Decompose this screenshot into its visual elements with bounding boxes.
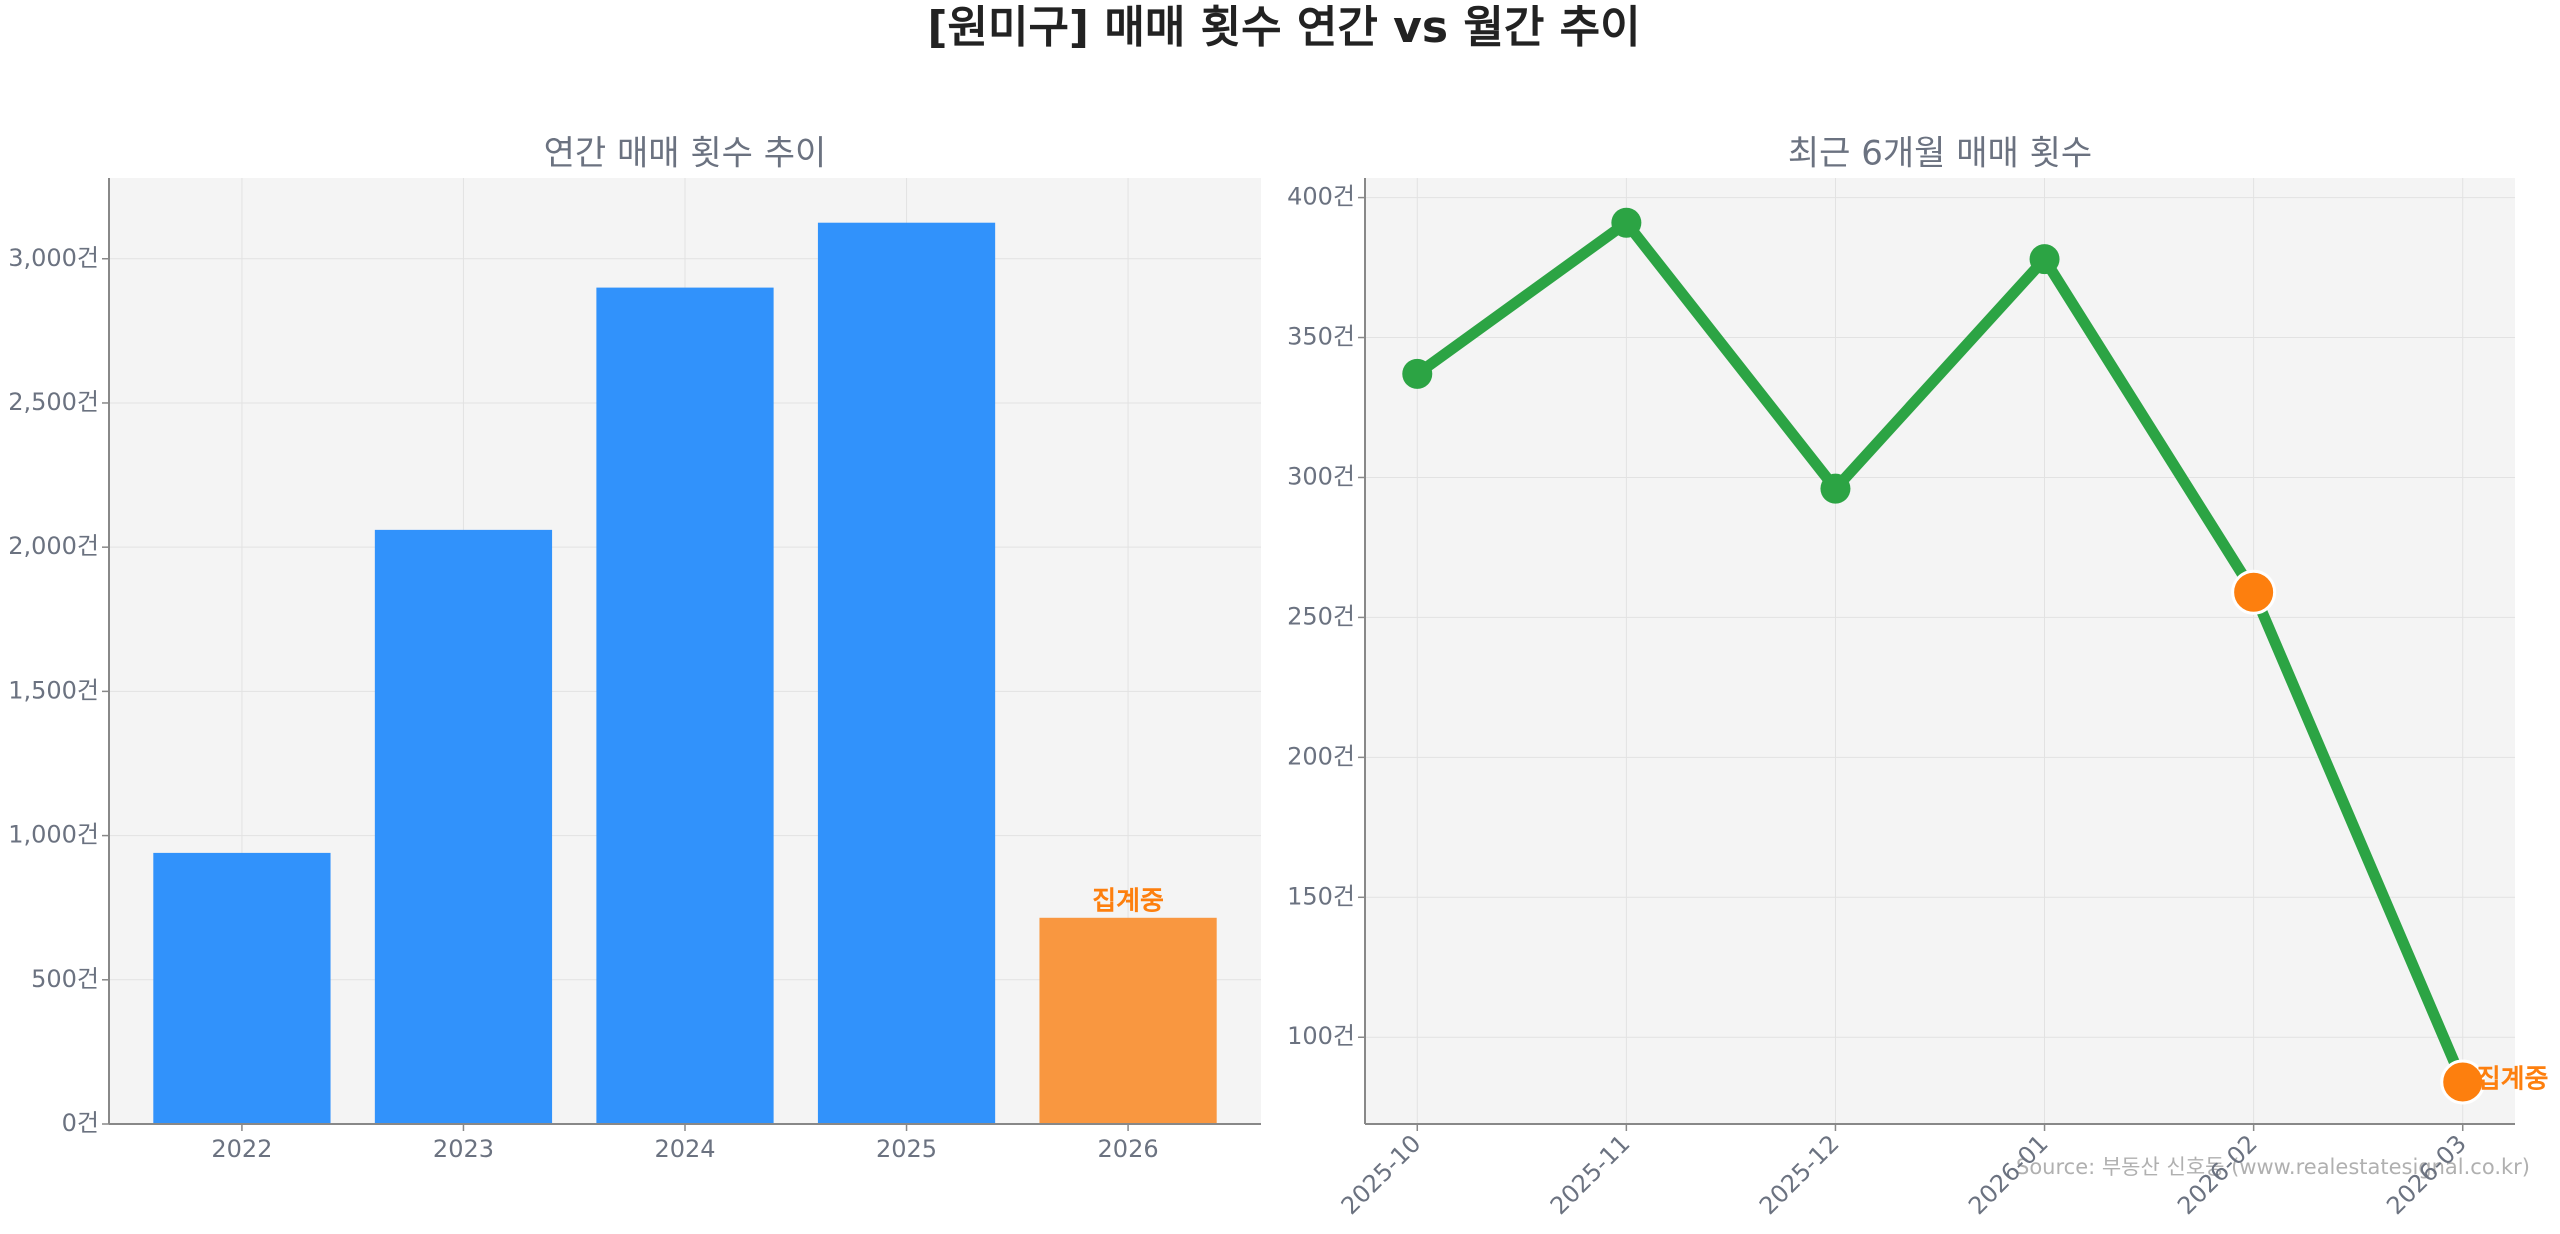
y-tick-label: 350건 <box>1287 323 1355 351</box>
y-tick-label: 150건 <box>1287 882 1355 910</box>
y-tick-label: 1,000건 <box>8 821 99 849</box>
marker <box>1820 473 1851 504</box>
source-note: Source: 부동산 신호등 (www.realestatesignal.co… <box>2016 1155 2530 1179</box>
marker <box>1611 207 1642 238</box>
marker <box>1402 358 1433 389</box>
figure-title: [원미구] 매매 횟수 연간 vs 월간 추이 <box>927 2 1640 53</box>
marker <box>2440 1059 2486 1105</box>
x-tick-label: 2025 <box>876 1135 937 1163</box>
x-tick-label: 2025-12 <box>1754 1129 1845 1220</box>
annotation: 집계중 <box>2477 1065 2549 1095</box>
bar <box>817 222 996 1124</box>
y-tick-label: 1,500건 <box>8 676 99 704</box>
marker <box>2029 244 2060 275</box>
y-tick-label: 100건 <box>1287 1022 1355 1050</box>
annotation: 집계중 <box>1092 886 1164 916</box>
plot-background <box>1365 178 2515 1124</box>
y-tick-label: 400건 <box>1287 183 1355 211</box>
x-tick-label: 2026 <box>1098 1135 1159 1163</box>
y-tick-label: 0건 <box>62 1109 99 1137</box>
x-tick-label: 2024 <box>654 1135 715 1163</box>
bar <box>596 287 774 1125</box>
line <box>1414 217 2468 1085</box>
chart-title: 연간 매매 횟수 추이 <box>544 134 827 174</box>
marker <box>2231 569 2277 615</box>
y-tick-label: 3,000건 <box>8 244 99 272</box>
bar <box>374 529 553 1124</box>
bar <box>153 852 331 1124</box>
x-tick-label: 2022 <box>211 1135 272 1163</box>
y-tick-label: 2,500건 <box>8 388 99 416</box>
x-tick-label: 2023 <box>433 1135 494 1163</box>
x-tick-label: 2025-11 <box>1545 1129 1636 1220</box>
bar <box>1039 917 1217 1124</box>
y-tick-label: 250건 <box>1287 602 1355 630</box>
y-tick-label: 200건 <box>1287 742 1355 770</box>
chart-title: 최근 6개월 매매 횟수 <box>1788 134 2092 174</box>
x-tick-label: 2025-10 <box>1336 1129 1427 1220</box>
y-tick-label: 2,000건 <box>8 532 99 560</box>
y-tick-label: 500건 <box>31 965 99 993</box>
y-tick-label: 300건 <box>1287 462 1355 490</box>
